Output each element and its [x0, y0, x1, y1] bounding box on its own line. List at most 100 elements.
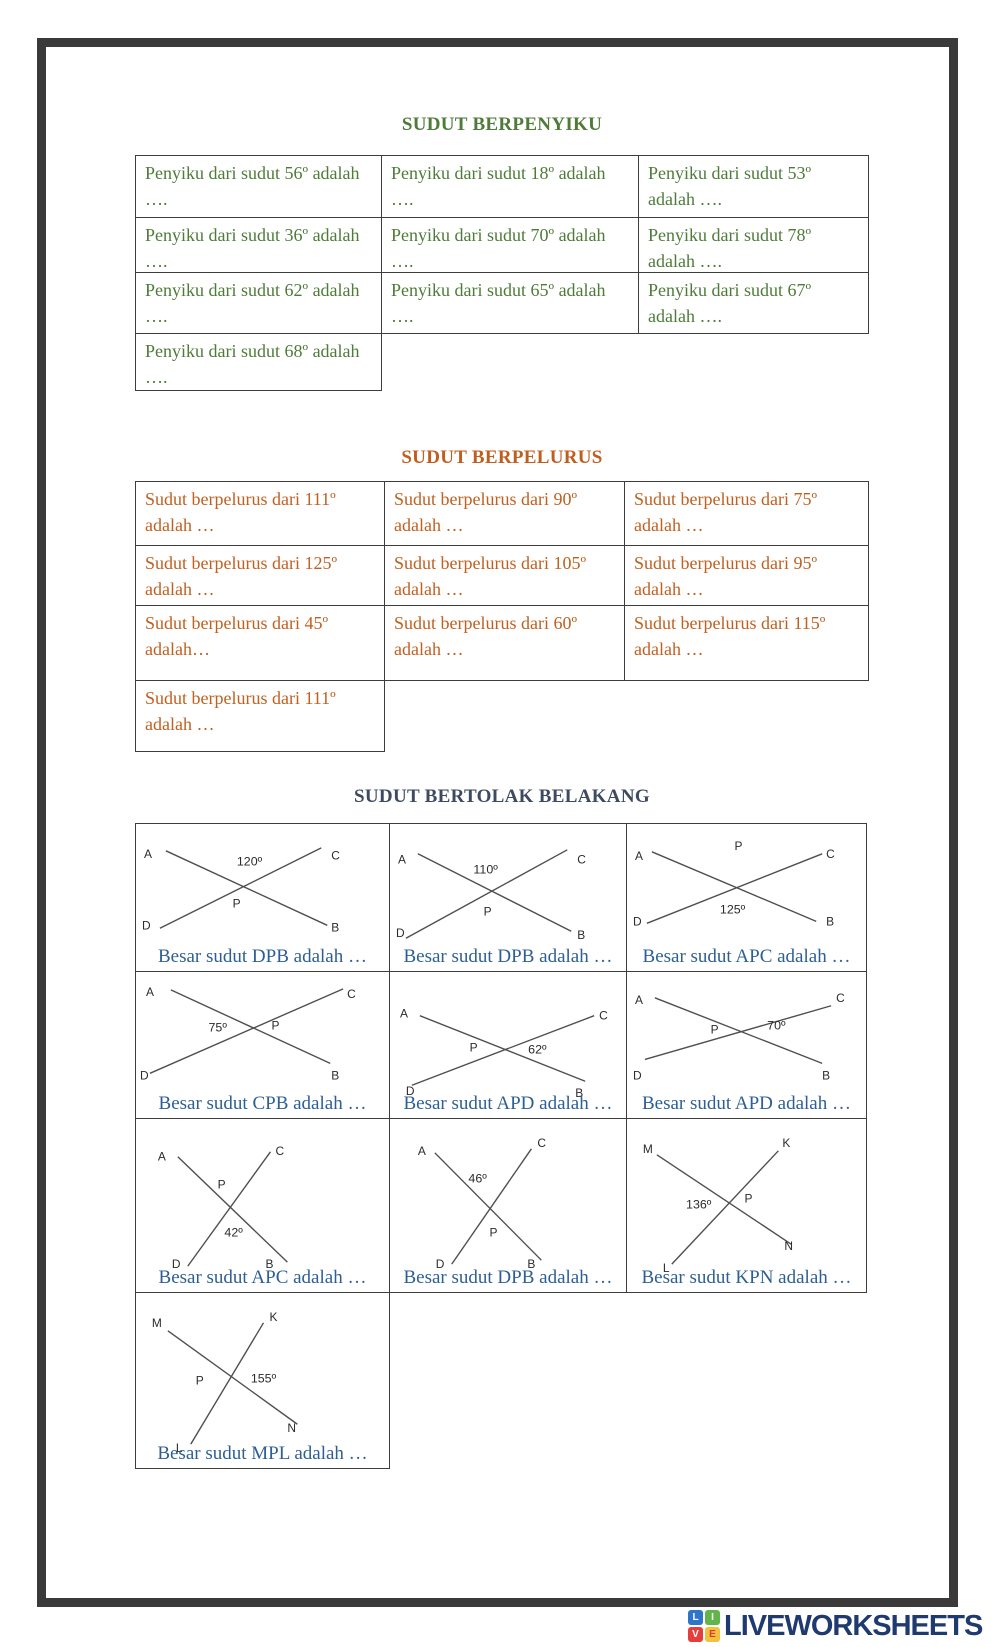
svg-text:D: D: [142, 918, 151, 932]
penyiku-cell: Penyiku dari sudut 53º adalah ….: [639, 156, 869, 218]
berpelurus-cell: Sudut berpelurus dari 95º adalah …: [625, 546, 869, 606]
empty-cell: [390, 1293, 627, 1469]
svg-text:C: C: [275, 1144, 284, 1158]
diagram-caption: Besar sudut MPL adalah …: [157, 1443, 368, 1464]
svg-text:B: B: [265, 1257, 273, 1271]
berpelurus-cell: Sudut berpelurus dari 111º adalah …: [136, 681, 385, 752]
bertolak-belakang-table: A C D B P 120º Besar sudut DPB adalah … …: [135, 823, 867, 1469]
berpelurus-cell: Sudut berpelurus dari 115º adalah …: [625, 606, 869, 681]
diagram-caption: Besar sudut CPB adalah …: [158, 1093, 367, 1114]
angle-diagram: A C D B P 125º: [633, 839, 835, 928]
diagram-cell: A C D B P 75º Besar sudut CPB adalah …: [136, 972, 390, 1119]
svg-text:D: D: [633, 1068, 642, 1082]
diagram-cell: M K L N P 136º Besar sudut KPN adalah …: [627, 1119, 867, 1293]
diagram-caption: Besar sudut APD adalah …: [642, 1093, 851, 1114]
section-title-bertolak-belakang: SUDUT BERTOLAK BELAKANG: [354, 786, 650, 807]
liveworksheets-footer[interactable]: L I V E LIVEWORKSHEETS: [688, 1608, 983, 1644]
diagram-caption: Besar sudut DPB adalah …: [158, 946, 367, 967]
penyiku-cell: Penyiku dari sudut 67º adalah ….: [639, 273, 869, 334]
diagram-cell: A C D B P 62º Besar sudut APD adalah …: [390, 972, 627, 1119]
diagram-cell: A C D B P 70º Besar sudut APD adalah …: [627, 972, 867, 1119]
svg-text:D: D: [633, 914, 642, 928]
svg-text:C: C: [331, 849, 340, 863]
section-title-penyiku: SUDUT BERPENYIKU: [401, 114, 603, 135]
diagram-cell: A C D B P 110º Besar sudut DPB adalah …: [390, 824, 627, 972]
svg-text:P: P: [470, 1040, 478, 1054]
berpelurus-cell: Sudut berpelurus dari 111º adalah …: [136, 482, 385, 546]
penyiku-cell: Penyiku dari sudut 62º adalah ….: [136, 273, 382, 334]
diagram-cell: A C D B P 120º Besar sudut DPB adalah …: [136, 824, 390, 972]
svg-text:C: C: [347, 987, 356, 1001]
logo-letter-e: E: [705, 1627, 720, 1642]
penyiku-cell: Penyiku dari sudut 78º adalah ….: [639, 218, 869, 273]
svg-text:P: P: [196, 1373, 204, 1387]
svg-text:P: P: [218, 1178, 226, 1192]
berpelurus-cell: Sudut berpelurus dari 125º adalah …: [136, 546, 385, 606]
logo-letter-v: V: [688, 1627, 703, 1642]
empty-cell: [627, 1293, 867, 1469]
svg-text:136º: 136º: [686, 1197, 712, 1211]
penyiku-cell: Penyiku dari sudut 68º adalah ….: [136, 334, 382, 391]
svg-text:A: A: [144, 847, 152, 861]
svg-text:N: N: [784, 1239, 793, 1253]
svg-text:N: N: [287, 1421, 296, 1435]
svg-text:D: D: [140, 1068, 149, 1082]
liveworksheets-logo: L I V E: [688, 1610, 720, 1642]
brand-wordmark: LIVEWORKSHEETS: [724, 1610, 983, 1642]
diagram-caption: Besar sudut DPB adalah …: [403, 1267, 613, 1288]
diagram-cell: M K L N P 155º Besar sudut MPL adalah …: [136, 1293, 390, 1469]
diagram-cell: A C D B P 46º Besar sudut DPB adalah …: [390, 1119, 627, 1293]
svg-text:P: P: [233, 896, 241, 910]
diagram-caption: Besar sudut APD adalah …: [403, 1093, 613, 1114]
berpelurus-cell: Sudut berpelurus dari 60º adalah …: [385, 606, 625, 681]
svg-text:62º: 62º: [528, 1042, 547, 1056]
penyiku-cell: Penyiku dari sudut 70º adalah ….: [382, 218, 639, 273]
svg-text:L: L: [663, 1261, 670, 1275]
svg-text:C: C: [826, 847, 835, 861]
penyiku-cell: Penyiku dari sudut 56º adalah ….: [136, 156, 382, 218]
svg-text:75º: 75º: [208, 1021, 227, 1035]
svg-text:M: M: [643, 1142, 653, 1156]
penyiku-cell: Penyiku dari sudut 36º adalah ….: [136, 218, 382, 273]
svg-text:B: B: [331, 1068, 339, 1082]
svg-text:C: C: [577, 853, 586, 867]
svg-text:A: A: [146, 985, 154, 999]
svg-text:155º: 155º: [251, 1371, 277, 1385]
angle-diagram: A C D B P 62º: [400, 1007, 608, 1100]
penyiku-cell: Penyiku dari sudut 18º adalah ….: [382, 156, 639, 218]
svg-text:D: D: [396, 926, 405, 940]
berpelurus-cell: Sudut berpelurus dari 90º adalah …: [385, 482, 625, 546]
angle-diagram: M K L N P 136º: [643, 1136, 793, 1275]
diagram-caption: Besar sudut APC adalah …: [158, 1267, 367, 1288]
angle-diagram: M K L N P 155º: [152, 1310, 298, 1455]
svg-text:125º: 125º: [720, 902, 746, 916]
svg-text:A: A: [400, 1007, 408, 1021]
berpelurus-cell: Sudut berpelurus dari 105º adalah …: [385, 546, 625, 606]
svg-text:A: A: [635, 993, 643, 1007]
svg-text:110º: 110º: [473, 863, 498, 877]
svg-text:B: B: [577, 928, 585, 942]
angle-diagram: A C D B P 46º: [418, 1136, 547, 1271]
diagram-caption: Besar sudut APC adalah …: [642, 946, 851, 967]
angle-diagram: A C D B P 110º: [396, 849, 586, 942]
penyiku-cell: Penyiku dari sudut 65º adalah ….: [382, 273, 639, 334]
svg-text:C: C: [537, 1136, 546, 1150]
logo-letter-i: I: [705, 1610, 720, 1625]
svg-text:K: K: [269, 1310, 277, 1324]
svg-text:120º: 120º: [237, 855, 263, 869]
diagram-cell: A C D B P 125º Besar sudut APC adalah …: [627, 824, 867, 972]
section-title-berpelurus: SUDUT BERPELURUS: [401, 447, 603, 468]
svg-text:P: P: [711, 1023, 719, 1037]
svg-text:B: B: [331, 920, 339, 934]
berpelurus-cell: Sudut berpelurus dari 45º adalah…: [136, 606, 385, 681]
diagram-caption: Besar sudut KPN adalah …: [641, 1267, 852, 1288]
svg-text:B: B: [826, 914, 834, 928]
berpelurus-cell: Sudut berpelurus dari 75º adalah …: [625, 482, 869, 546]
svg-text:A: A: [158, 1150, 166, 1164]
svg-text:B: B: [527, 1257, 535, 1271]
svg-text:42º: 42º: [224, 1225, 243, 1239]
angle-diagram: A C D B P 70º: [633, 991, 845, 1082]
svg-text:46º: 46º: [468, 1172, 487, 1186]
svg-text:D: D: [172, 1257, 181, 1271]
